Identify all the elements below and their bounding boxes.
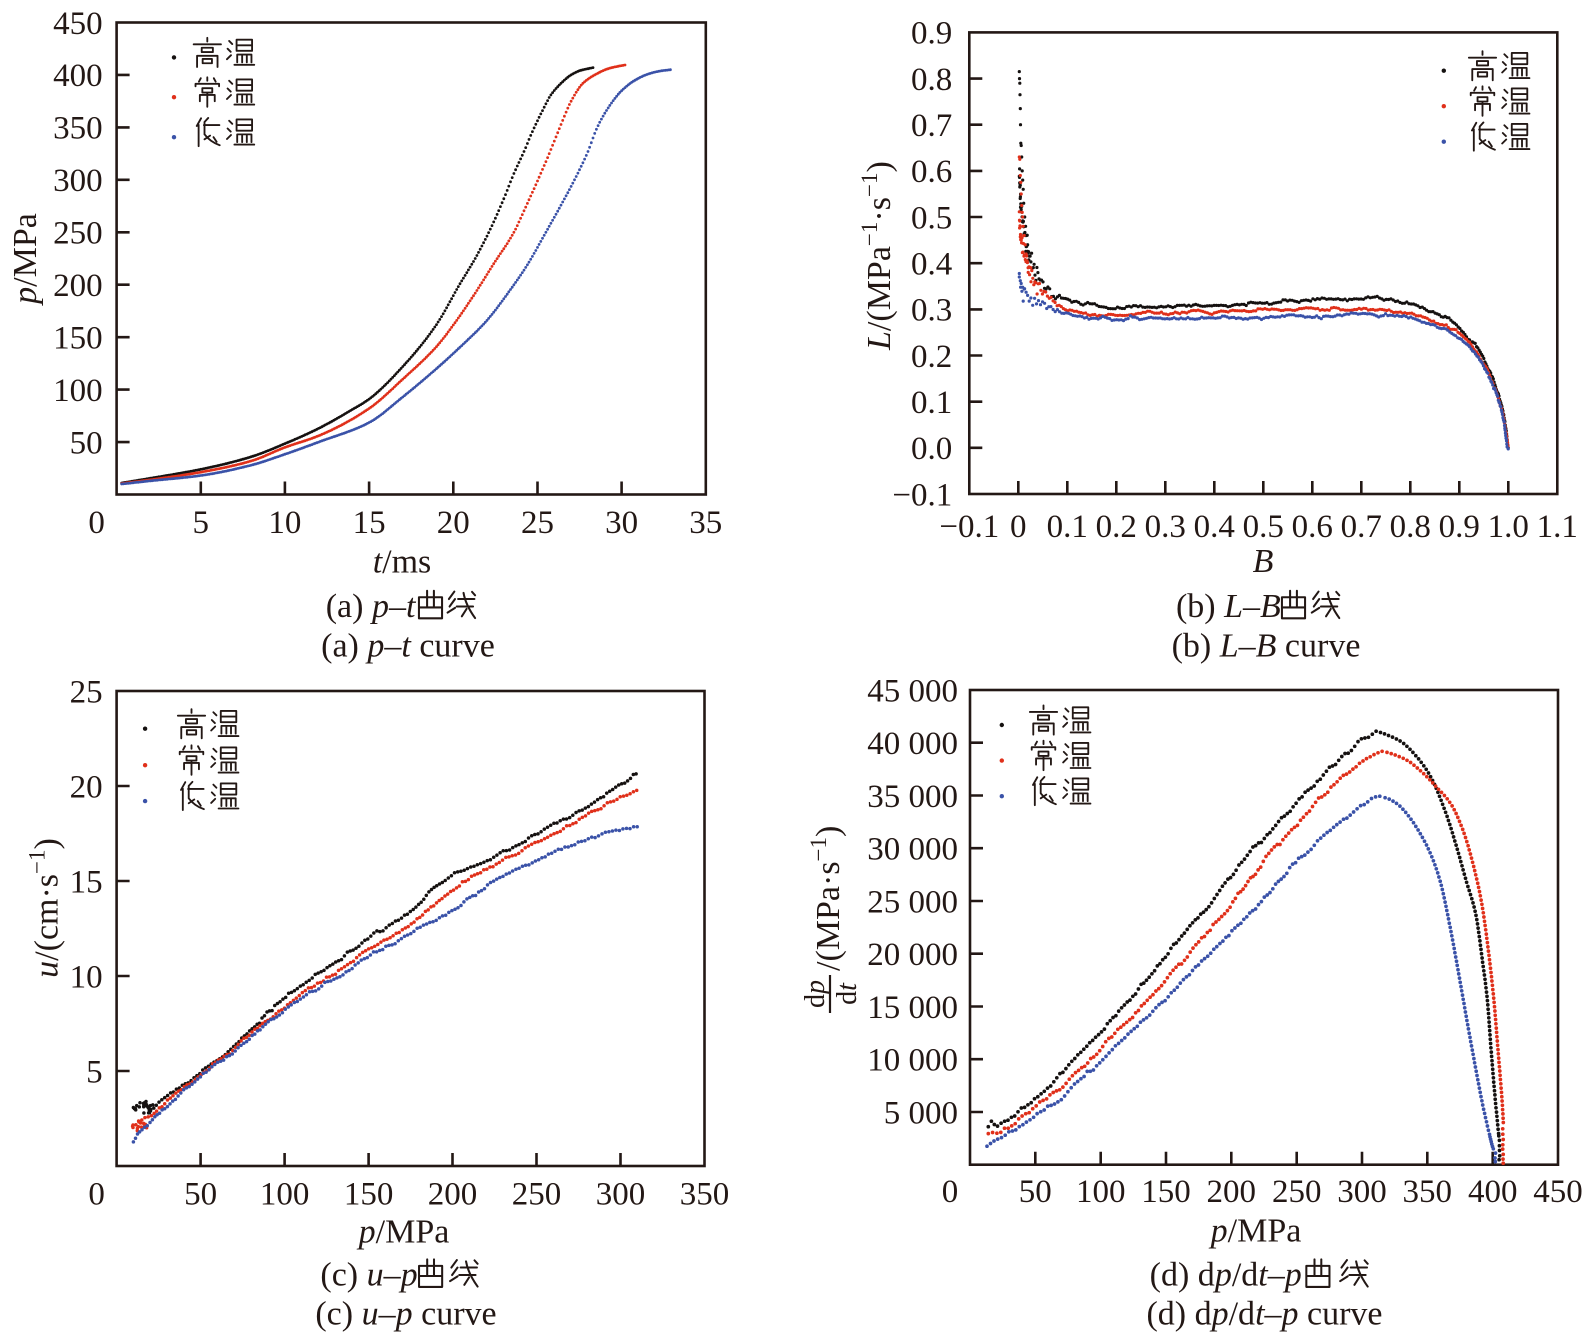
svg-text:30 000: 30 000 [867, 832, 958, 868]
svg-text:dt: dt [832, 982, 863, 1005]
svg-text:0.9: 0.9 [1439, 509, 1480, 545]
svg-text:p/MPa: p/MPa [7, 213, 44, 306]
svg-text:300: 300 [596, 1177, 646, 1213]
svg-text:0: 0 [88, 1177, 105, 1213]
svg-text:35: 35 [689, 505, 722, 541]
svg-text:10 000: 10 000 [867, 1043, 958, 1079]
svg-text:0.1: 0.1 [1047, 509, 1088, 545]
svg-text:350: 350 [53, 111, 103, 147]
svg-text:(d) dp/dt–p: (d) dp/dt–p [1150, 1257, 1302, 1294]
svg-text:20: 20 [70, 769, 103, 805]
svg-text:25: 25 [70, 674, 103, 710]
svg-text:0.3: 0.3 [911, 293, 952, 329]
svg-text:300: 300 [1337, 1174, 1387, 1210]
svg-text:50: 50 [184, 1177, 217, 1213]
svg-text:t/ms: t/ms [373, 543, 432, 580]
svg-text:0.8: 0.8 [911, 62, 952, 98]
svg-text:20: 20 [437, 505, 470, 541]
svg-text:45 000: 45 000 [867, 673, 958, 709]
svg-text:400: 400 [53, 58, 103, 94]
svg-text:200: 200 [1207, 1174, 1257, 1210]
svg-text:(a) p–t: (a) p–t [326, 588, 417, 625]
svg-text:B: B [1253, 543, 1274, 580]
svg-text:dp: dp [800, 980, 831, 1008]
svg-text:25: 25 [521, 505, 554, 541]
svg-text:0.7: 0.7 [1341, 509, 1382, 545]
svg-text:0.4: 0.4 [1194, 509, 1235, 545]
svg-text:30: 30 [605, 505, 638, 541]
svg-text:350: 350 [1403, 1174, 1453, 1210]
svg-text:0.4: 0.4 [911, 247, 952, 283]
svg-text:150: 150 [53, 321, 103, 357]
svg-text:200: 200 [53, 268, 103, 304]
svg-text:0.6: 0.6 [911, 154, 952, 190]
svg-text:5: 5 [193, 505, 210, 541]
svg-text:50: 50 [70, 425, 103, 461]
svg-text:(c) u–p curve: (c) u–p curve [315, 1296, 496, 1333]
svg-text:100: 100 [53, 373, 103, 409]
svg-text:p/MPa: p/MPa [357, 1213, 450, 1250]
svg-text:10: 10 [268, 505, 301, 541]
svg-text:0.0: 0.0 [911, 431, 952, 467]
svg-text:L/(MPa−1·s−1): L/(MPa−1·s−1) [857, 161, 898, 351]
svg-text:0: 0 [942, 1174, 959, 1210]
svg-text:250: 250 [1272, 1174, 1322, 1210]
svg-text:25 000: 25 000 [867, 884, 958, 920]
svg-text:15: 15 [70, 864, 103, 900]
svg-text:15 000: 15 000 [867, 990, 958, 1026]
svg-text:0.6: 0.6 [1292, 509, 1333, 545]
svg-text:(b) L–B curve: (b) L–B curve [1172, 627, 1361, 664]
svg-text:0.5: 0.5 [1243, 509, 1284, 545]
svg-text:5 000: 5 000 [884, 1095, 958, 1131]
svg-text:100: 100 [1076, 1174, 1126, 1210]
svg-text:400: 400 [1468, 1174, 1518, 1210]
svg-text:(c) u–p: (c) u–p [320, 1257, 417, 1294]
svg-text:0: 0 [88, 505, 105, 541]
svg-text:20 000: 20 000 [867, 937, 958, 973]
svg-text:−0.1: −0.1 [892, 477, 952, 513]
svg-text:−0.1: −0.1 [939, 509, 999, 545]
svg-text:450: 450 [53, 6, 103, 42]
svg-text:0.5: 0.5 [911, 200, 952, 236]
svg-text:0.2: 0.2 [1096, 509, 1137, 545]
svg-text:0.9: 0.9 [911, 16, 952, 52]
svg-text:250: 250 [53, 216, 103, 252]
svg-text:200: 200 [428, 1177, 478, 1213]
svg-text:150: 150 [344, 1177, 394, 1213]
svg-text:250: 250 [512, 1177, 562, 1213]
svg-text:1.1: 1.1 [1537, 509, 1578, 545]
svg-text:(a) p–t curve: (a) p–t curve [321, 627, 495, 664]
svg-text:0.3: 0.3 [1145, 509, 1186, 545]
svg-text:p/MPa: p/MPa [1209, 1213, 1302, 1250]
svg-text:300: 300 [53, 163, 103, 199]
svg-text:1.0: 1.0 [1488, 509, 1529, 545]
svg-text:450: 450 [1533, 1174, 1583, 1210]
svg-text:0.1: 0.1 [911, 385, 952, 421]
svg-text:0.7: 0.7 [911, 108, 952, 144]
svg-text:(d) dp/dt–p curve: (d) dp/dt–p curve [1146, 1296, 1382, 1333]
svg-text:100: 100 [260, 1177, 310, 1213]
svg-text:10: 10 [70, 959, 103, 995]
svg-text:350: 350 [680, 1177, 730, 1213]
svg-text:150: 150 [1141, 1174, 1191, 1210]
svg-text:50: 50 [1019, 1174, 1052, 1210]
svg-text:35 000: 35 000 [867, 779, 958, 815]
svg-text:5: 5 [86, 1054, 103, 1090]
svg-text:0.8: 0.8 [1390, 509, 1431, 545]
svg-text:0.2: 0.2 [911, 339, 952, 375]
svg-text:15: 15 [353, 505, 386, 541]
svg-text:40 000: 40 000 [867, 726, 958, 762]
svg-text:0: 0 [1010, 509, 1027, 545]
svg-text:(b) L–B: (b) L–B [1176, 588, 1281, 625]
